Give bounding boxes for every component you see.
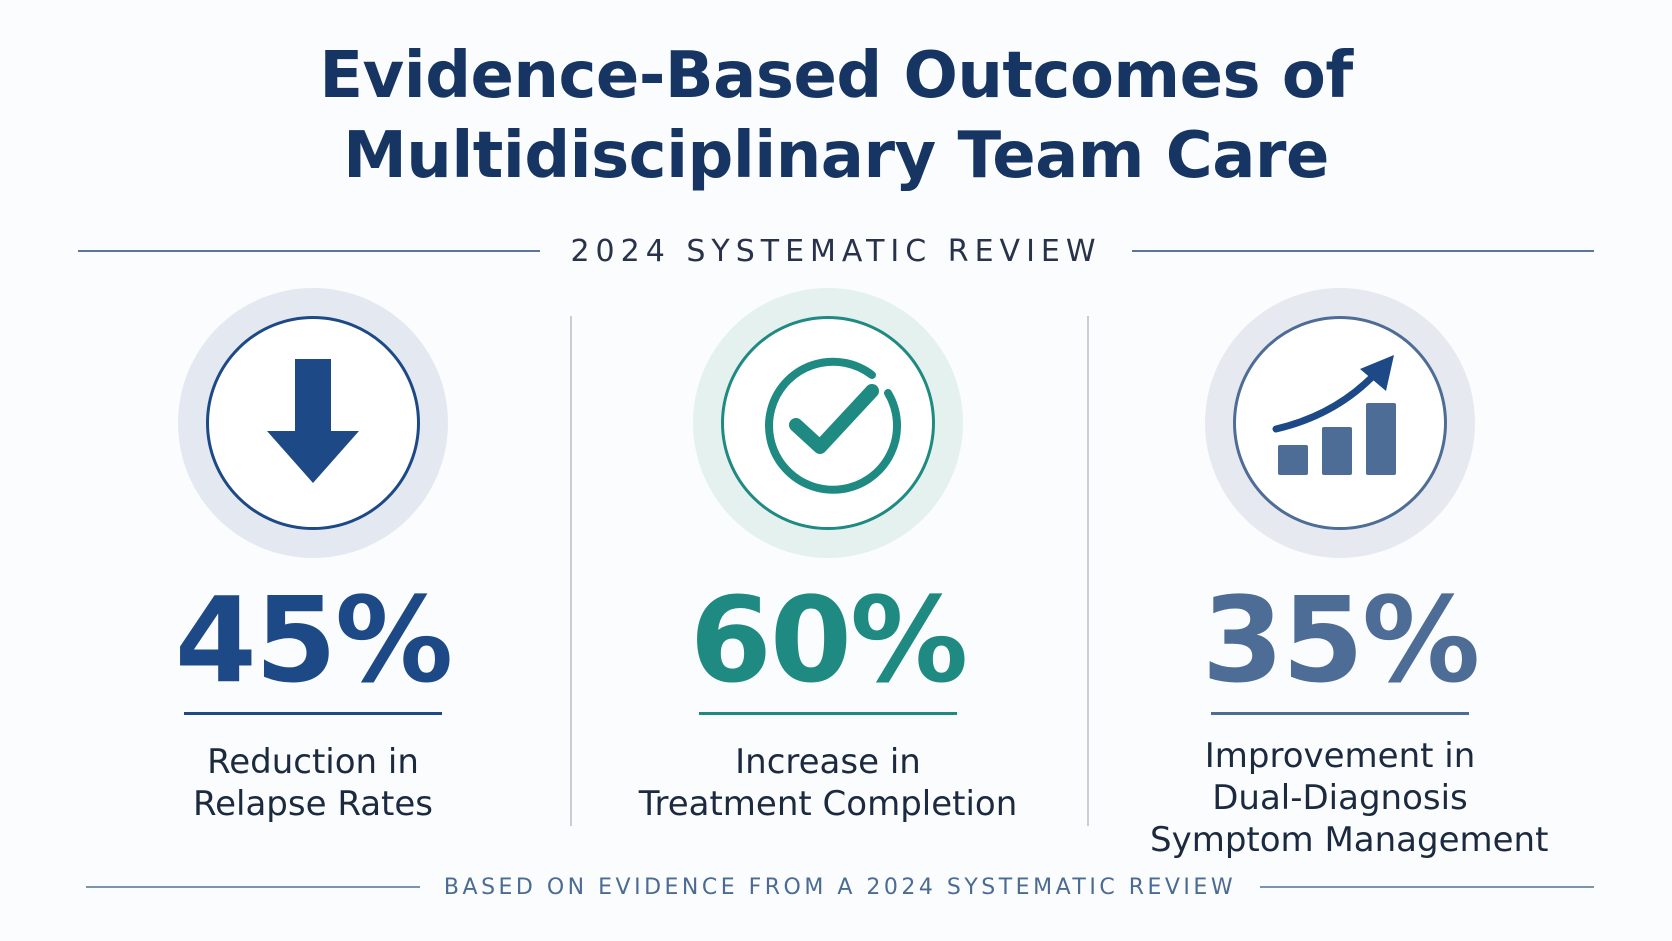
stat-value: 45% (174, 571, 453, 709)
stat-label: Improvement in Dual-Diagnosis Symptom Ma… (1150, 735, 1549, 861)
stat-label-line: Symptom Management (1150, 820, 1549, 860)
footer-note: BASED ON EVIDENCE FROM A 2024 SYSTEMATIC… (443, 874, 1237, 900)
column-divider (1087, 316, 1089, 826)
column-divider (570, 316, 572, 826)
stat-label: Reduction in Relapse Rates (123, 741, 503, 825)
arrow-down-icon (267, 359, 359, 483)
stat-label-line: Dual-Diagnosis (1212, 778, 1468, 818)
stat-value: 35% (1201, 571, 1480, 709)
title-line-2: Multidisciplinary Team Care (343, 119, 1329, 193)
stat-label-line: Increase in (735, 742, 921, 782)
stat-card-relapse: 45% Reduction in Relapse Rates (123, 288, 503, 825)
stat-card-dual-diagnosis: 35% Improvement in Dual-Diagnosis Sympto… (1150, 288, 1549, 861)
stat-underline (699, 712, 957, 715)
stat-label-line: Treatment Completion (638, 784, 1018, 824)
stat-underline (1211, 712, 1469, 715)
icon-ring (721, 316, 935, 530)
stat-label: Increase in Treatment Completion (638, 741, 1018, 825)
icon-halo (178, 288, 448, 558)
stat-underline (184, 712, 442, 715)
stat-value: 60% (689, 571, 968, 709)
stat-label-line: Improvement in (1204, 736, 1476, 776)
footer-rule-left (86, 886, 420, 888)
stat-card-completion: 60% Increase in Treatment Completion (638, 288, 1018, 825)
subtitle-rule-left (78, 250, 541, 252)
stat-label-line: Relapse Rates (193, 784, 433, 824)
icon-ring (1233, 316, 1447, 530)
page-title: Evidence-Based Outcomes of Multidiscipli… (0, 36, 1672, 196)
subtitle-row: 2024 SYSTEMATIC REVIEW (78, 233, 1595, 269)
footer-rule-right (1260, 886, 1594, 888)
icon-halo (1205, 288, 1475, 558)
footer-row: BASED ON EVIDENCE FROM A 2024 SYSTEMATIC… (86, 872, 1594, 902)
stat-label-line: Reduction in (207, 742, 419, 782)
bar-chart-growth-icon (1272, 355, 1396, 475)
icon-ring (206, 316, 420, 530)
icon-halo (693, 288, 963, 558)
title-line-1: Evidence-Based Outcomes of (319, 39, 1353, 113)
subtitle: 2024 SYSTEMATIC REVIEW (570, 233, 1102, 269)
subtitle-rule-right (1131, 250, 1595, 252)
check-circle-icon (765, 357, 902, 494)
